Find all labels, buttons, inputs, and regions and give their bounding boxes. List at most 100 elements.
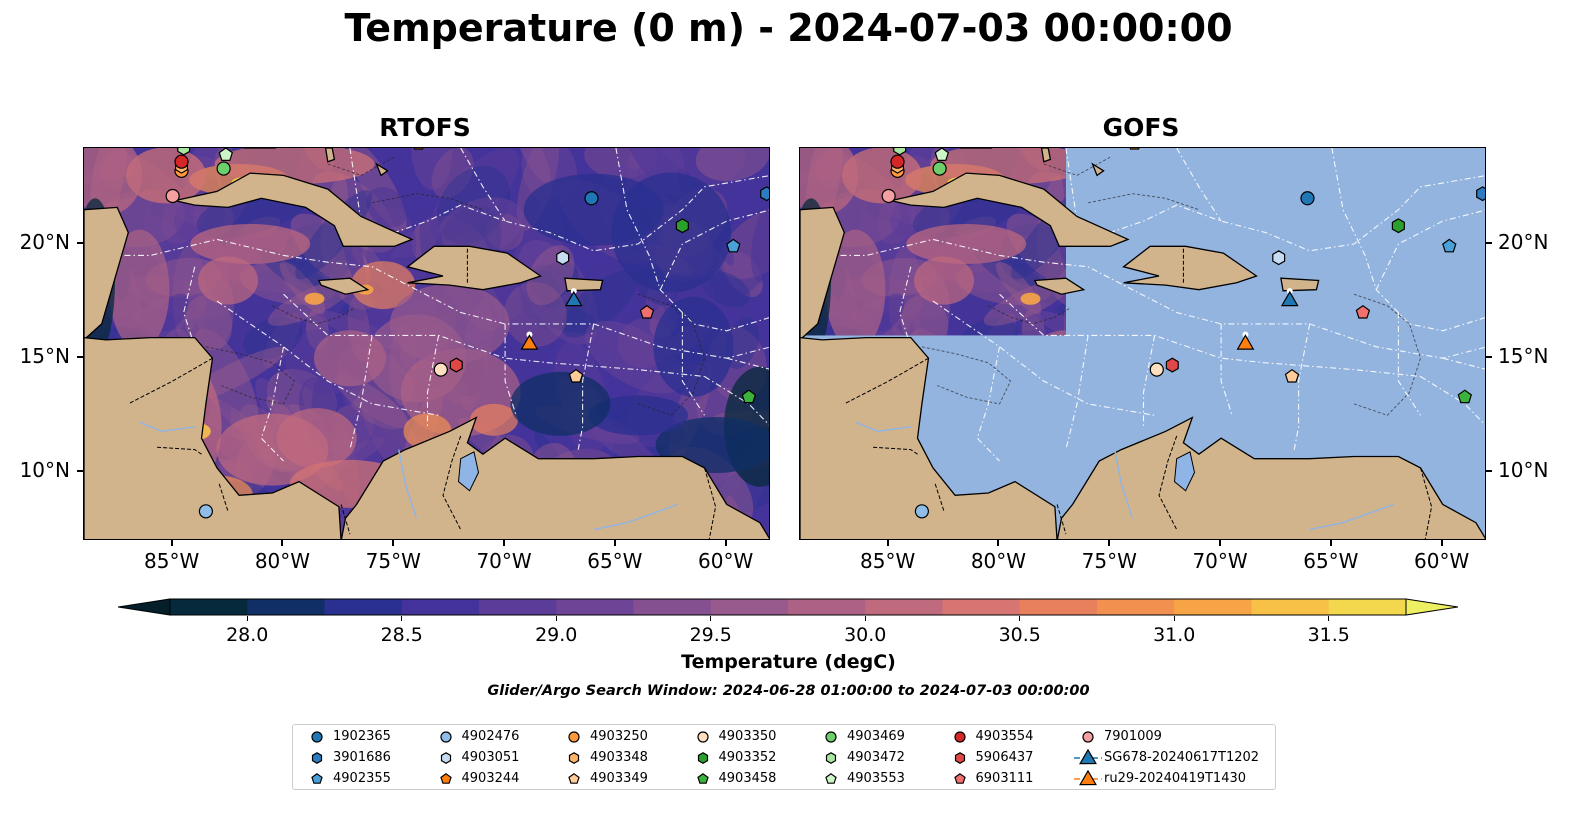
legend-circle-icon[interactable] — [825, 731, 837, 743]
legend-pentagon-icon[interactable] — [568, 773, 580, 784]
float-4903244[interactable] — [1128, 148, 1141, 150]
gofs-map[interactable] — [799, 147, 1486, 540]
float-4903469[interactable] — [216, 161, 231, 176]
float-5906437[interactable] — [449, 357, 463, 373]
legend-label: ru29-20240419T1430 — [1104, 771, 1247, 786]
lon-tick-mark — [1219, 540, 1222, 546]
lon-tick-mark — [997, 540, 1000, 546]
legend-pentagon-icon[interactable] — [953, 773, 966, 784]
lon-tick-label: 60°W — [1414, 549, 1470, 573]
lat-tick-mark — [77, 241, 83, 244]
legend-marker-icon — [825, 773, 837, 784]
float-4903554[interactable] — [890, 154, 905, 169]
float-6903111[interactable] — [1355, 304, 1371, 319]
float-5906437[interactable] — [1165, 357, 1179, 373]
float-4903469[interactable] — [932, 161, 947, 176]
land — [84, 148, 769, 539]
lon-tick-mark — [281, 540, 284, 546]
float-4903349[interactable] — [568, 368, 584, 383]
legend-circle-icon[interactable] — [953, 731, 966, 743]
colorbar-tick-label: 30.5 — [998, 624, 1041, 646]
float-SG678-20240617T1202[interactable] — [564, 290, 583, 307]
legend-marker-icon — [311, 752, 323, 764]
colorbar-under-extend — [118, 598, 171, 616]
rtofs-map[interactable] — [83, 147, 770, 540]
legend-marker-icon — [439, 773, 452, 784]
colorbar-segment — [633, 599, 712, 615]
legend-hexagon-icon[interactable] — [697, 752, 708, 764]
lon-tick-mark — [392, 540, 395, 546]
colorbar-segment — [1328, 599, 1407, 615]
float-3901686[interactable] — [760, 186, 770, 202]
float-4903352[interactable] — [1391, 218, 1405, 234]
float-4903244[interactable] — [412, 148, 425, 150]
colorbar-tick-label: 29.0 — [535, 624, 578, 646]
colorbar-segment — [942, 599, 1021, 615]
legend-label: 1902365 — [333, 729, 391, 744]
float-4903458[interactable] — [741, 389, 757, 404]
legend-label: 4903458 — [718, 771, 777, 786]
float-3901686[interactable] — [1476, 186, 1486, 202]
float-ru29-20240419T1430[interactable] — [1236, 334, 1255, 350]
panel-title-gofs: GOFS — [1102, 113, 1180, 142]
lon-tick-label: 85°W — [144, 549, 200, 573]
colorbar-tick-mark — [864, 616, 866, 621]
legend-label: 4903472 — [847, 750, 905, 765]
float-4903472[interactable] — [177, 148, 191, 156]
bathymetry-contours — [205, 156, 705, 416]
legend-pentagon-icon[interactable] — [825, 773, 837, 784]
lat-tick-label: 20°N — [19, 229, 70, 254]
legend-circle-icon[interactable] — [439, 731, 452, 743]
lon-tick-mark — [170, 540, 173, 546]
colorbar-segment — [1174, 599, 1252, 615]
colorbar-segment — [1019, 599, 1098, 615]
legend-label: 4903250 — [590, 729, 648, 744]
float-ru29-20240419T1430[interactable] — [520, 334, 539, 350]
float-6903111[interactable] — [639, 304, 655, 319]
float-1902365[interactable] — [1300, 191, 1315, 206]
legend-triangle-icon[interactable] — [1079, 749, 1097, 765]
float-4903051[interactable] — [1272, 250, 1286, 266]
lon-tick-label: 80°W — [254, 549, 311, 573]
legend-circle-icon[interactable] — [568, 731, 580, 743]
float-markers — [881, 148, 1486, 519]
legend-hexagon-icon[interactable] — [825, 752, 837, 764]
legend-marker-icon — [568, 752, 580, 764]
float-4903350[interactable] — [433, 362, 448, 377]
lat-tick-mark — [1486, 241, 1492, 244]
colorbar-tick-mark — [1019, 616, 1021, 621]
legend-pentagon-icon[interactable] — [439, 773, 452, 784]
colorbar-tick-label: 28.0 — [226, 624, 269, 646]
float-7901009[interactable] — [881, 188, 896, 204]
float-7901009[interactable] — [165, 188, 180, 204]
legend-hexagon-icon[interactable] — [440, 752, 451, 764]
float-4902476[interactable] — [914, 504, 929, 519]
legend-circle-icon[interactable] — [1082, 731, 1094, 743]
float-4902355[interactable] — [1442, 238, 1457, 253]
legend-hexagon-icon[interactable] — [954, 752, 965, 764]
legend-marker-icon — [825, 731, 837, 743]
float-1902365[interactable] — [584, 191, 599, 206]
float-4903350[interactable] — [1149, 362, 1164, 377]
float-4903051[interactable] — [556, 250, 570, 266]
legend-pentagon-icon[interactable] — [311, 773, 323, 784]
legend-circle-icon[interactable] — [696, 731, 709, 743]
float-4903553[interactable] — [934, 148, 950, 161]
legend-hexagon-icon[interactable] — [568, 752, 580, 764]
float-4903352[interactable] — [675, 218, 689, 234]
legend-hexagon-icon[interactable] — [311, 752, 323, 764]
float-4902476[interactable] — [198, 504, 213, 519]
legend-circle-icon[interactable] — [311, 731, 323, 743]
legend-marker-icon — [440, 752, 451, 764]
lon-tick-mark — [886, 540, 889, 546]
legend-triangle-icon[interactable] — [1079, 770, 1097, 786]
float-4902355[interactable] — [726, 238, 741, 253]
float-4903349[interactable] — [1284, 368, 1300, 383]
legend-pentagon-icon[interactable] — [696, 773, 709, 784]
float-4903472[interactable] — [893, 148, 907, 156]
float-4903554[interactable] — [174, 154, 189, 169]
float-4903458[interactable] — [1457, 389, 1473, 404]
float-SG678-20240617T1202[interactable] — [1280, 290, 1299, 307]
float-4903553[interactable] — [218, 148, 234, 161]
colorbar-segment — [865, 599, 943, 615]
